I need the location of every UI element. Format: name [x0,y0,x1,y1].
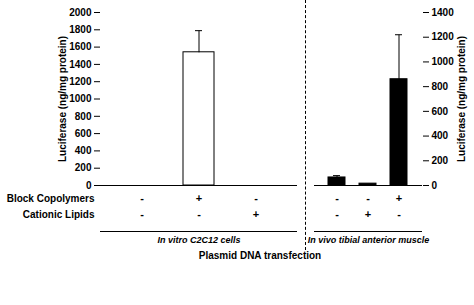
svg-text:400: 400 [432,130,449,141]
svg-text:Luciferase (ng/mg protein): Luciferase (ng/mg protein) [57,36,68,162]
svg-text:200: 200 [75,162,92,173]
svg-text:-: - [140,208,144,220]
svg-text:In vitro C2C12 cells: In vitro C2C12 cells [157,235,240,245]
svg-text:2000: 2000 [69,7,92,18]
svg-text:In vivo tibial anterior muscle: In vivo tibial anterior muscle [308,235,430,245]
svg-text:0: 0 [86,180,92,191]
svg-text:1000: 1000 [69,93,92,104]
svg-text:-: - [335,208,339,220]
svg-text:-: - [397,208,401,220]
svg-text:200: 200 [432,155,449,166]
svg-text:-: - [140,192,144,204]
svg-text:+: + [253,208,259,220]
svg-text:1200: 1200 [432,31,455,42]
svg-text:1400: 1400 [69,59,92,70]
svg-text:Luciferase (ng/mg protein): Luciferase (ng/mg protein) [456,36,467,162]
svg-text:+: + [396,192,402,204]
svg-text:0: 0 [432,180,438,191]
svg-text:800: 800 [432,81,449,92]
html-text:Plasmid DNA transfection: Plasmid DNA transfection [198,250,322,261]
svg-text:600: 600 [75,128,92,139]
svg-text:Cationic Lipids: Cationic Lipids [23,209,95,220]
svg-text:+: + [196,192,202,204]
svg-text:800: 800 [75,111,92,122]
svg-text:1800: 1800 [69,24,92,35]
svg-text:600: 600 [432,106,449,117]
svg-text:+: + [365,208,371,220]
svg-text:1000: 1000 [432,56,455,67]
svg-text:1200: 1200 [69,76,92,87]
svg-text:-: - [254,192,258,204]
svg-text:-: - [366,192,370,204]
svg-text:Block Copolymers: Block Copolymers [7,193,95,204]
svg-text:1400: 1400 [432,7,455,18]
svg-text:-: - [197,208,201,220]
svg-text:400: 400 [75,145,92,156]
svg-text:1600: 1600 [69,41,92,52]
svg-text:-: - [335,192,339,204]
